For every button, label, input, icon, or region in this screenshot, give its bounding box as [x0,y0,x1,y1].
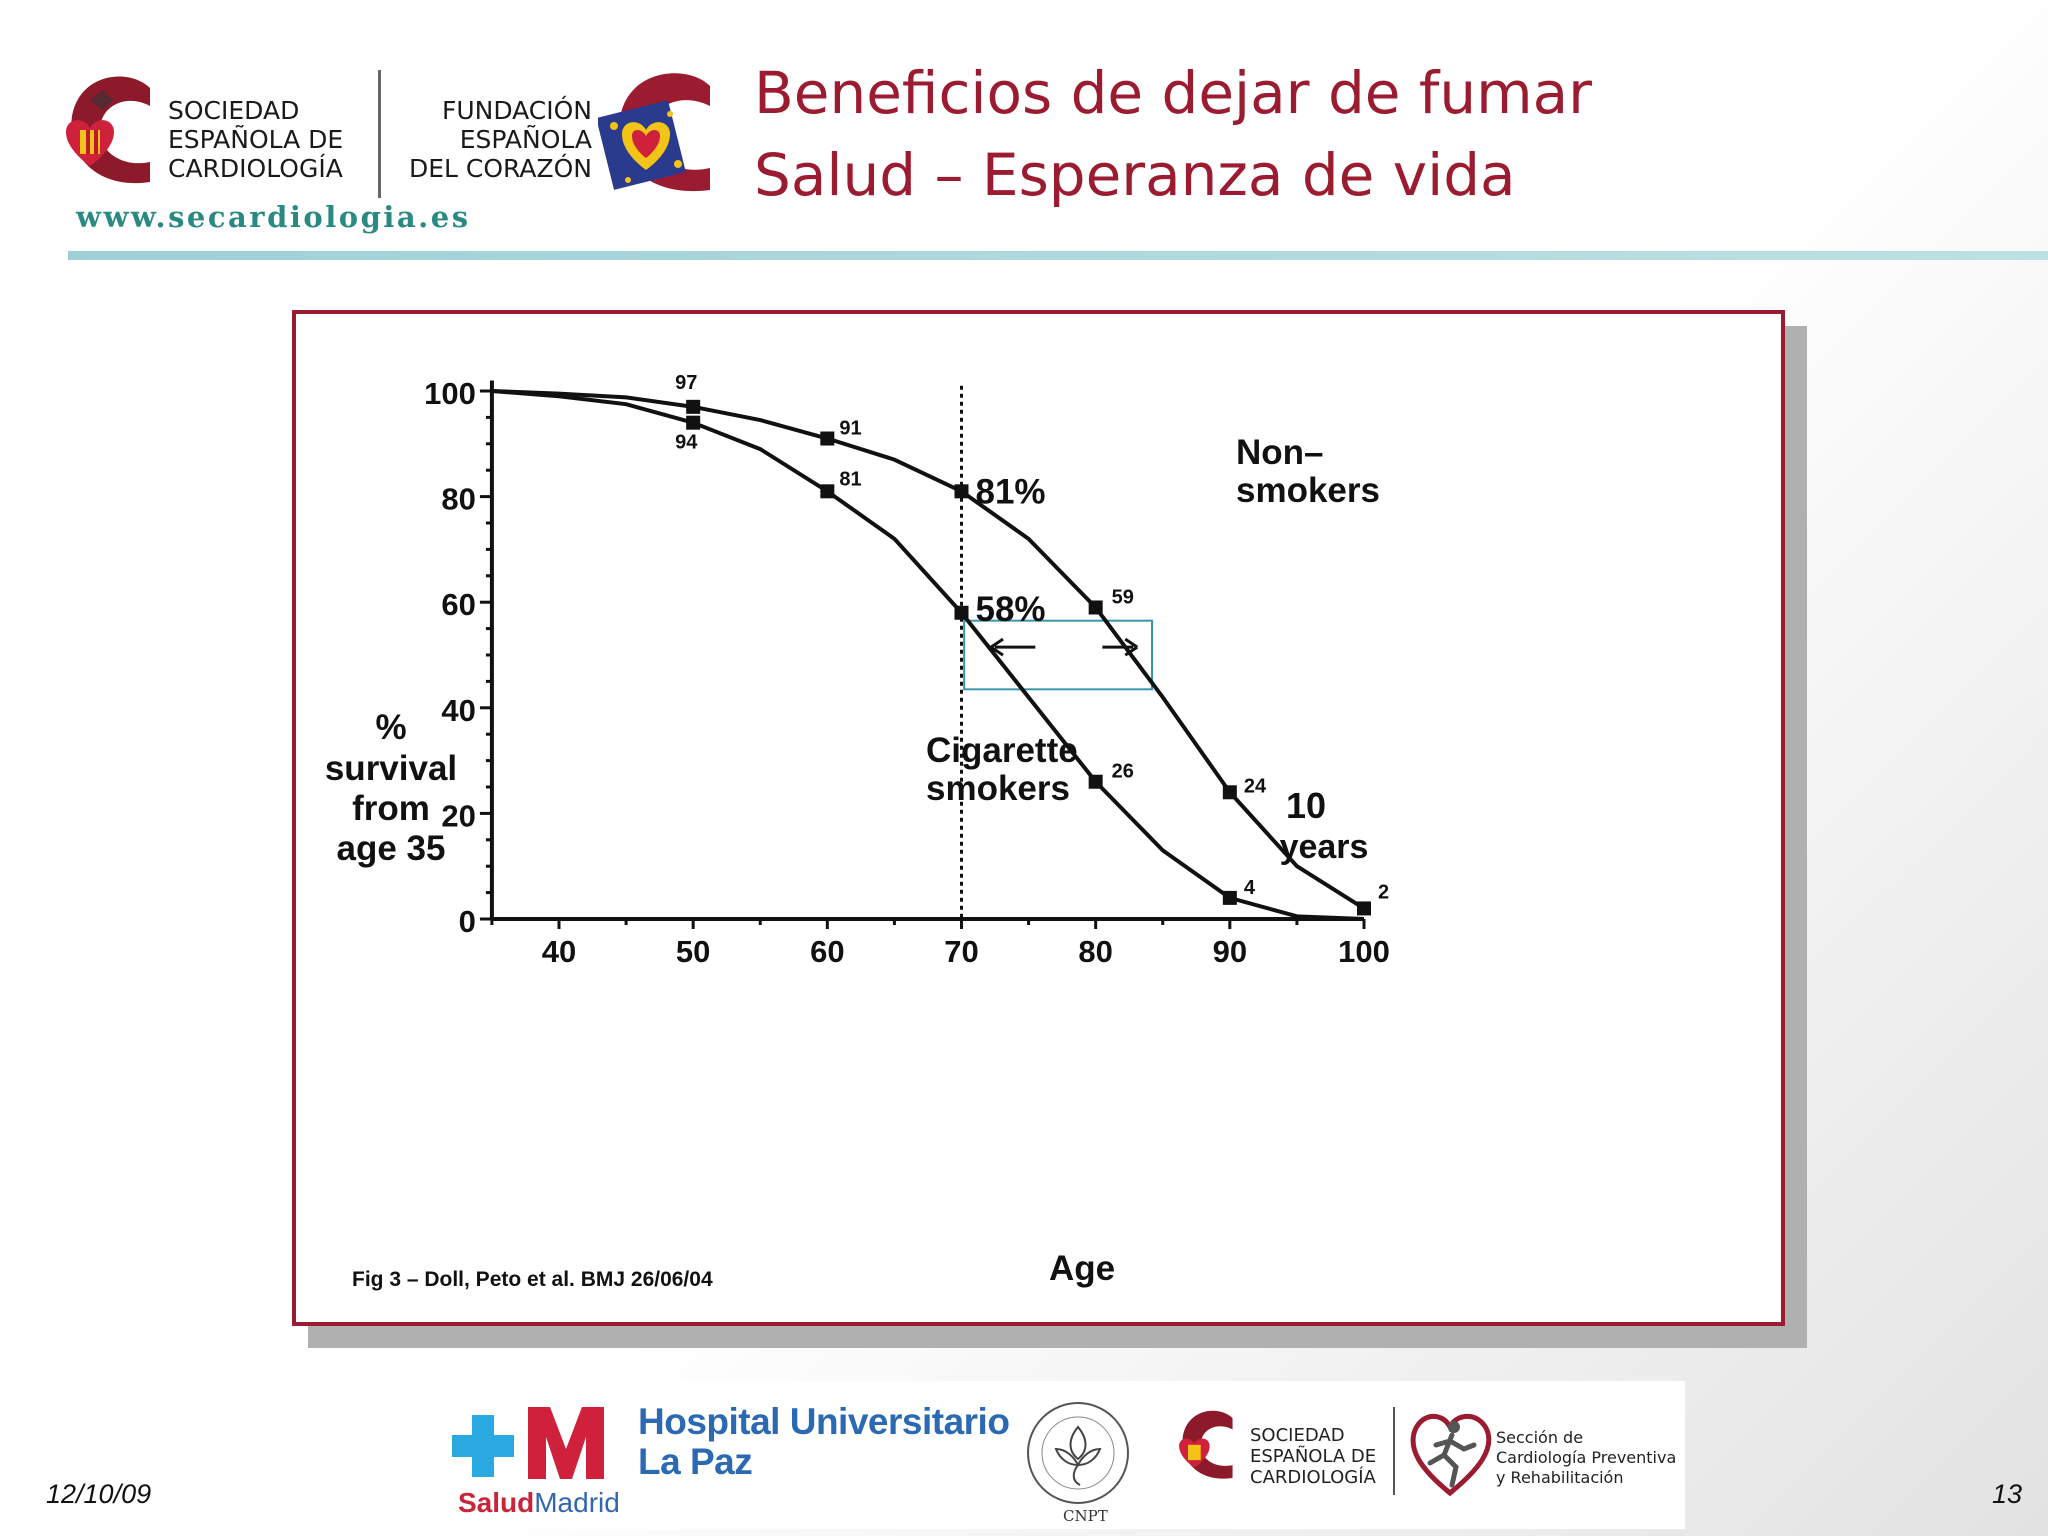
figure-source: Fig 3 – Doll, Peto et al. BMJ 26/06/04 [352,1268,713,1291]
y-tick-label: 20 [441,798,475,833]
logo-divider [378,70,381,198]
saludmadrid-text: SaludMadrid [458,1487,620,1518]
x-tick-label: 90 [1213,934,1247,969]
runner-heart-icon [1410,1414,1492,1497]
seccion-text: Sección de Cardiología Preventiva y Reha… [1496,1428,1677,1487]
data-point-marker [686,399,701,414]
website-url[interactable]: www.secardiologia.es [76,200,471,234]
gap-arrowhead-left [990,637,1004,657]
data-label: 81 [839,468,861,490]
x-tick-label: 60 [810,934,844,969]
cnpt-label: CNPT [1063,1507,1108,1525]
sec-logo-text: SOCIEDAD ESPAÑOLA DE CARDIOLOGÍA [168,96,344,183]
title-line: Beneficios de dejar de fumar [754,59,1592,127]
data-label: 91 [839,418,861,440]
data-point-marker [1222,890,1237,905]
y-axis-label-line: age 35 [337,829,446,868]
slide-title: Beneficios de dejar de fumar Salud – Esp… [754,52,1592,216]
figure-frame: % survival from age 35 Age Non– smokers … [292,310,1785,1326]
sec-footer-text: SOCIEDAD ESPAÑOLA DE CARDIOLOGÍA [1250,1425,1377,1488]
data-point-marker [1088,774,1103,789]
data-label: 97 [675,372,697,394]
axes [479,380,1366,929]
data-label: 4 [1244,877,1256,899]
y-tick-label: 80 [441,482,475,517]
data-label: 58% [976,590,1046,629]
title-line: Salud – Esperanza de vida [754,141,1516,209]
data-point-marker [820,484,835,499]
x-tick-label: 70 [944,934,978,969]
saludmadrid-emblem [452,1407,604,1479]
x-tick-label: 80 [1078,934,1112,969]
gap-arrowhead-right [1124,637,1139,657]
fec-logo-text: FUNDACIÓN ESPAÑOLA DEL CORAZÓN [408,96,592,183]
data-label: 2 [1378,881,1389,903]
data-point-marker [1088,600,1103,615]
sec-logo-emblem [66,76,150,184]
series-line-smokers [491,389,1365,921]
data-label: 94 [675,432,698,454]
data-label: 81% [976,472,1046,511]
y-tick-label: 100 [424,376,476,411]
data-label: 26 [1112,761,1134,783]
y-tick-label: 0 [459,904,476,939]
y-axis-label-line: from [352,789,430,828]
hospital-name-line: Hospital Universitario [638,1401,1010,1442]
data-point-marker [820,431,835,446]
data-point-marker [1357,901,1371,916]
fec-logo-emblem [598,73,710,192]
y-axis-label-line: survival [325,749,457,788]
y-axis-label-line: % [375,708,406,747]
gap-box [963,619,1154,691]
data-point-marker [686,415,701,430]
survival-chart: % survival from age 35 Age Non– smokers … [325,372,1390,1291]
header-rule [68,251,2048,260]
x-tick-label: 50 [676,934,710,969]
data-label: 59 [1112,586,1134,608]
gap-box-unit: years [1280,828,1369,866]
cnpt-seal [1027,1402,1129,1504]
y-tick-label: 40 [441,693,475,728]
series-label-smokers: Cigarette [926,731,1078,770]
footer-divider [1393,1407,1395,1495]
hospital-name-line: La Paz [638,1441,753,1482]
footer-logos: Hospital Universitario La Paz SaludMadri… [428,1381,1685,1529]
gap-box-number: 10 [1286,785,1326,826]
x-tick-label: 100 [1338,934,1390,969]
data-point-marker [954,605,969,620]
series-layer [491,389,1371,921]
data-point-marker [954,484,969,499]
data-point-marker [1222,785,1237,800]
series-label-smokers: smokers [926,769,1070,808]
sec-footer-emblem [1179,1410,1233,1479]
series-label-nonsmokers: smokers [1236,471,1380,510]
data-label: 24 [1244,775,1267,797]
slide-date: 12/10/09 [46,1479,152,1509]
series-label-nonsmokers: Non– [1236,433,1324,472]
y-tick-label: 60 [441,587,475,622]
series-line-nonsmokers [491,389,1366,911]
page-number: 13 [1992,1479,2023,1509]
x-tick-label: 40 [542,934,576,969]
x-axis-label: Age [1049,1249,1115,1288]
labels: % survival from age 35 Age Non– smokers … [325,372,1390,1291]
